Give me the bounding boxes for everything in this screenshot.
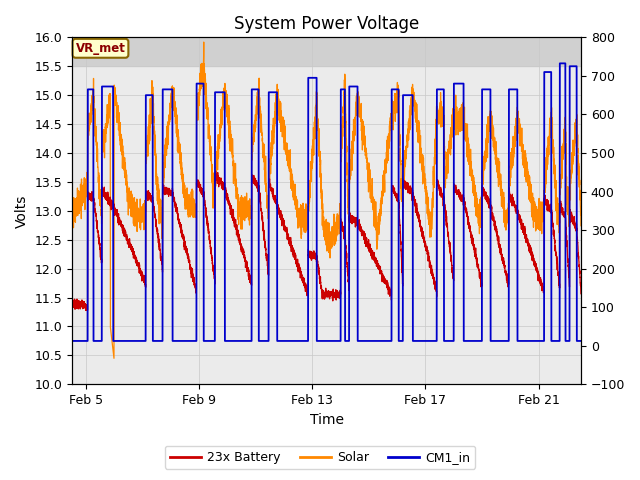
Text: VR_met: VR_met [76, 42, 125, 55]
Title: System Power Voltage: System Power Voltage [234, 15, 419, 33]
X-axis label: Time: Time [310, 413, 344, 427]
Bar [72, 37, 581, 66]
Legend: 23x Battery, Solar, CM1_in: 23x Battery, Solar, CM1_in [164, 446, 476, 469]
Y-axis label: Volts: Volts [15, 194, 29, 228]
